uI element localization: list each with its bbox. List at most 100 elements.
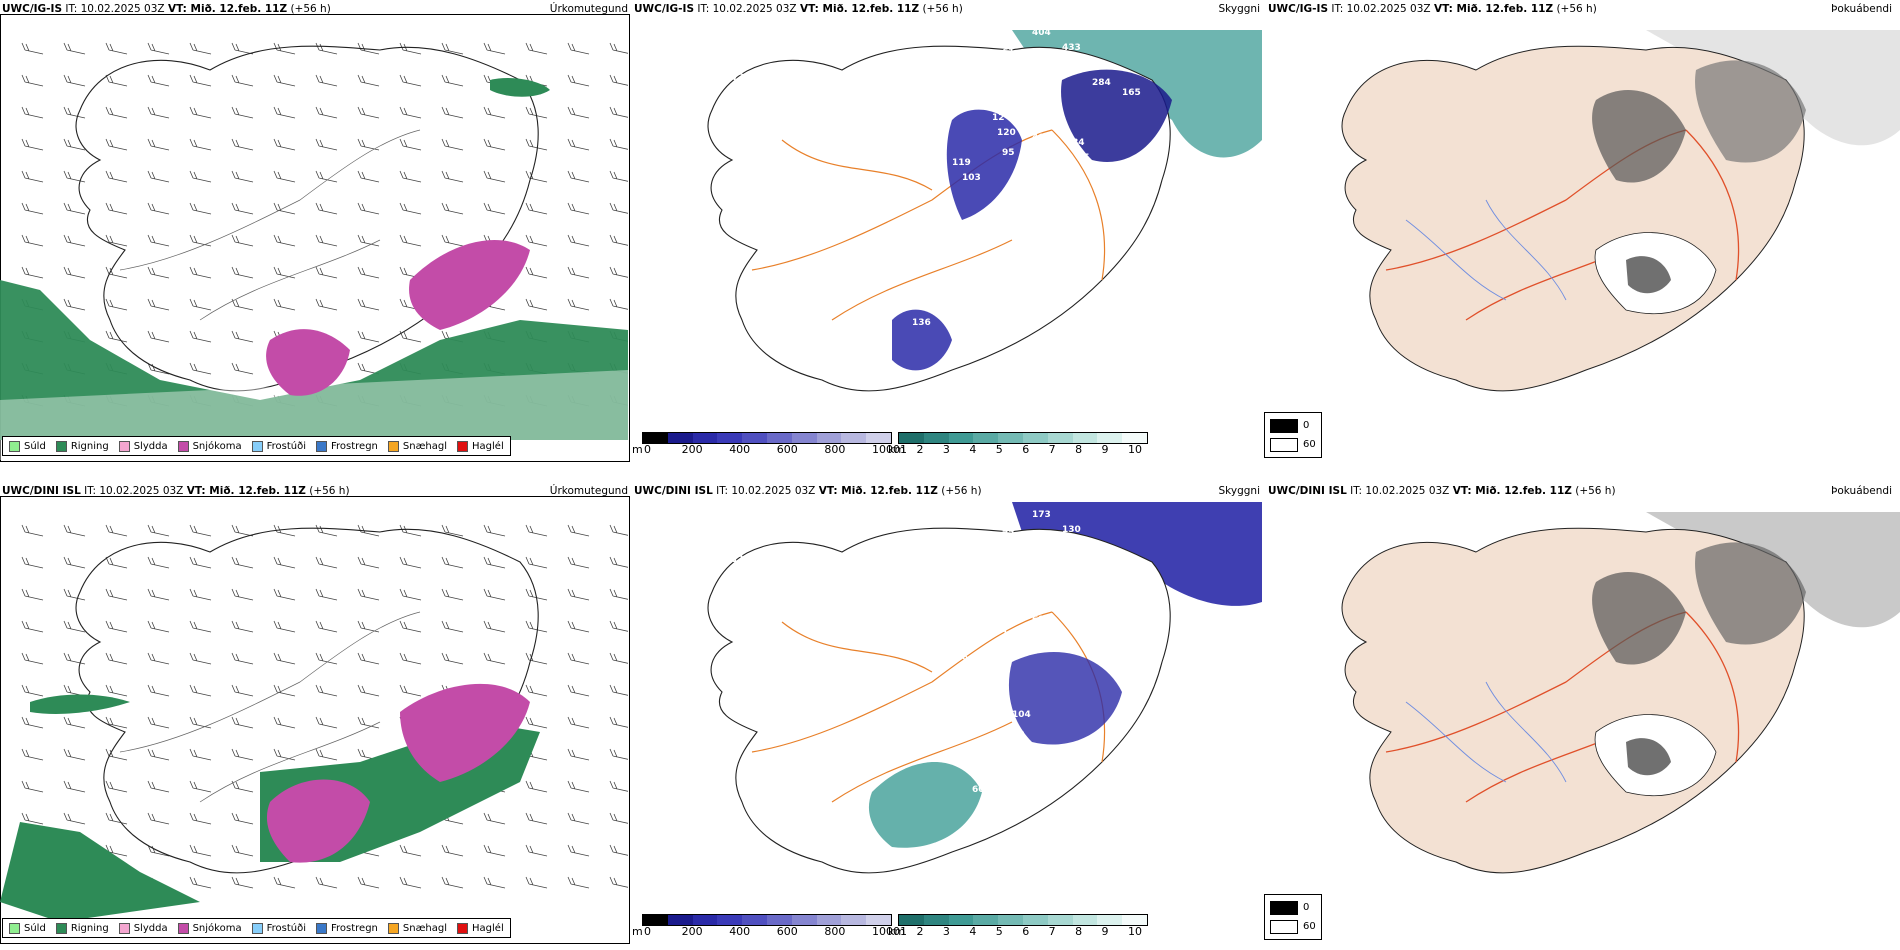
low-cloud-area	[1008, 652, 1122, 745]
visibility-value-label: 40	[1032, 133, 1045, 143]
wind-barb	[399, 876, 422, 889]
legend-label: Snjókoma	[192, 922, 242, 934]
swatch	[457, 922, 469, 934]
visibility-value-label: 100	[952, 640, 971, 650]
wind-barb	[231, 330, 254, 343]
visibility-value-label: 119	[952, 158, 971, 168]
swatch	[9, 922, 20, 934]
wind-barb	[63, 652, 86, 665]
wind-barb	[609, 106, 628, 118]
visibility-panel-row1: UWC/IG-IS IT: 10.02.2025 03Z VT: Mið. 12…	[632, 0, 1262, 462]
colorbar-tick: 5	[995, 925, 1003, 938]
wind-barb	[399, 588, 422, 601]
wind-barb	[399, 556, 422, 569]
visibility-value-label: 61	[942, 685, 955, 695]
wind-barb	[567, 844, 590, 857]
wind-barb	[399, 524, 422, 537]
panel-title: UWC/DINI ISL IT: 10.02.2025 03Z VT: Mið.…	[1266, 484, 1900, 500]
colorbar-tick: 2	[916, 443, 924, 456]
colorbar-tick: 600	[776, 925, 798, 938]
visibility-colorbar: km 1 2 3 4 5 6 7 8 9 10	[888, 914, 1150, 940]
valid-time: VT: Mið. 12.feb. 11Z	[818, 485, 938, 497]
wind-barb	[189, 684, 212, 697]
colorbar-tick: 1	[900, 443, 907, 456]
wind-barb	[567, 684, 590, 697]
visibility-value-label: 73	[1002, 530, 1015, 540]
fog-area	[1592, 90, 1686, 183]
wind-barb	[63, 138, 86, 151]
precip-map	[0, 42, 628, 460]
lead-time: (+56 h)	[309, 485, 350, 497]
wind-barb	[609, 844, 628, 856]
visibility-value-label: 196	[872, 118, 891, 128]
colorbar-tick: 10	[1128, 443, 1142, 456]
valid-time: VT: Mið. 12.feb. 11Z	[1433, 3, 1554, 15]
fog-swatch-dark	[1270, 419, 1298, 433]
wind-barb	[273, 588, 296, 601]
fog-swatch-dark	[1270, 901, 1298, 915]
wind-barb	[483, 202, 506, 215]
colorbar-ticks: m 0 200 400 600 800 1000	[632, 443, 900, 457]
wind-barb	[315, 588, 338, 601]
lead-time: (+56 h)	[922, 3, 963, 15]
wind-barb	[357, 298, 380, 311]
cloud-base-colorbar: m 0 200 400 600 800 1000	[632, 914, 900, 940]
wind-barb	[525, 780, 548, 793]
visibility-value-label: 103	[962, 173, 981, 183]
colorbar-segment	[667, 915, 693, 925]
snow-area	[409, 240, 530, 330]
wind-barb	[147, 202, 170, 215]
colorbar-segment	[742, 433, 767, 443]
valid-time: VT: Mið. 12.feb. 11Z	[1452, 485, 1572, 497]
wind-barb	[357, 266, 380, 279]
visibility-colorbar: km 1 2 3 4 5 6 7 8 9 10	[888, 432, 1150, 458]
wind-barb	[525, 138, 548, 151]
wind-barb	[441, 588, 464, 601]
fog-area	[1626, 256, 1671, 294]
wind-barb	[441, 620, 464, 633]
wind-barb	[21, 620, 44, 633]
colorbar-segment	[923, 915, 949, 925]
wind-barb	[441, 106, 464, 119]
wind-barb	[231, 362, 254, 375]
colorbar-tick: 1000	[872, 925, 900, 938]
wind-barb	[147, 620, 170, 633]
wind-barb	[399, 106, 422, 119]
visibility-value-label: 87	[1122, 570, 1135, 580]
map-frame	[0, 14, 630, 462]
panel-name: Skyggni	[1218, 485, 1261, 497]
wind-barb	[231, 748, 254, 761]
wind-barb	[231, 42, 254, 55]
colorbar-tick: 4	[969, 925, 977, 938]
colorbar-tick: 2	[916, 925, 924, 938]
wind-barb	[147, 298, 170, 311]
wind-barb	[609, 812, 628, 824]
visibility-value-label: 108	[962, 760, 981, 770]
colorbar-segment	[899, 433, 924, 443]
visibility-labels: 86 404 433 61 65 90 48 284 165 12 120 95 40 84 55 72 196…	[732, 28, 1141, 363]
wind-barb	[189, 588, 212, 601]
wind-barb	[567, 524, 590, 537]
visibility-value-label: 95	[1002, 148, 1015, 158]
cloud-base-colorbar: m 0 200 400 600 800 1000	[632, 432, 900, 458]
wind-barb	[189, 42, 212, 55]
visibility-value-label: 33	[942, 203, 955, 213]
wind-barb	[315, 202, 338, 215]
wind-barb	[525, 298, 548, 311]
wind-barb	[609, 556, 628, 568]
visibility-value-label: 197	[1017, 570, 1036, 580]
wind-barb	[525, 684, 548, 697]
wind-barb	[483, 42, 506, 55]
wind-barb	[105, 588, 128, 601]
visibility-value-label: 43	[852, 795, 865, 805]
init-time: IT: 10.02.2025 03Z	[1331, 3, 1431, 15]
colorbar-segment	[766, 915, 792, 925]
swatch	[387, 922, 399, 934]
wind-barb	[483, 588, 506, 601]
wind-barb	[315, 138, 338, 151]
wind-barb	[609, 170, 628, 182]
fog-area	[1626, 738, 1671, 776]
wind-barb	[399, 330, 422, 343]
wind-barb	[441, 170, 464, 183]
wind-barb	[189, 812, 212, 825]
